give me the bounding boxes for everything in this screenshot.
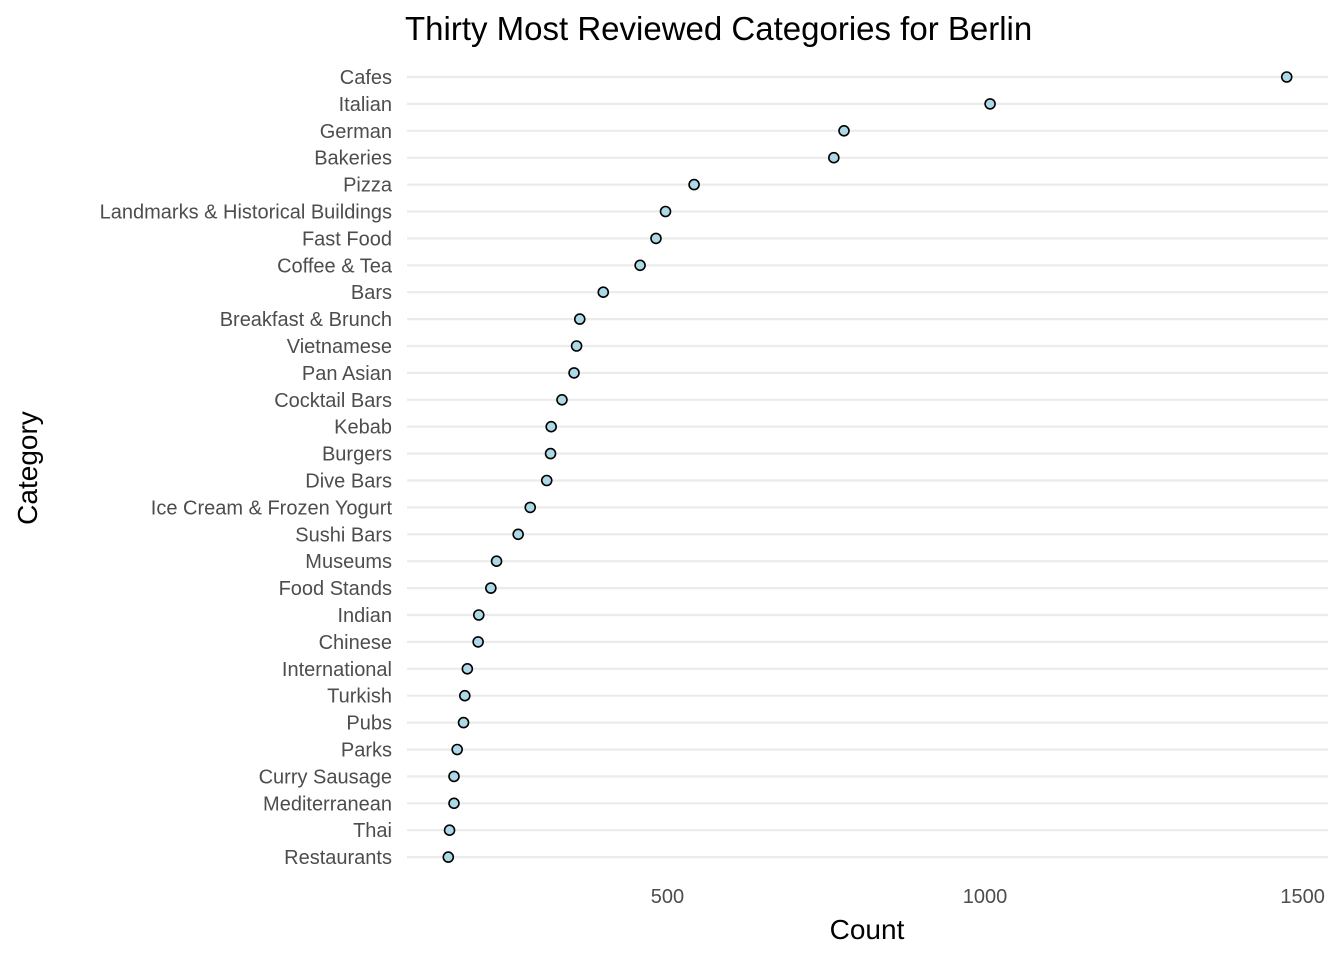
y-tick-label-vietnamese: Vietnamese [287,336,392,358]
y-tick-label-pan-asian: Pan Asian [302,363,392,385]
point-cocktail-bars [556,393,568,406]
data-points [442,71,1293,863]
point-chinese [472,636,484,648]
y-tick-label-landmarks-historical-buildings: Landmarks & Historical Buildings [100,202,392,224]
y-tick-label-burgers: Burgers [322,444,392,466]
y-tick-label-cocktail-bars: Cocktail Bars [274,390,392,412]
point-landmarks-historical-buildings [659,205,672,218]
y-tick-label-museums: Museums [305,551,392,573]
point-international [461,662,474,675]
point-bars [597,286,610,299]
y-tick-label-turkish: Turkish [327,686,392,708]
point-turkish [459,689,471,702]
point-fast-food [650,232,662,245]
point-curry-sausage [448,770,460,783]
point-sushi-bars [512,528,524,541]
y-tick-label-fast-food: Fast Food [302,228,392,250]
point-thai [443,824,456,837]
point-kebab [545,420,557,433]
y-tick-label-thai: Thai [353,820,392,842]
point-ice-cream-frozen-yogurt [524,501,537,514]
point-vietnamese [570,340,583,352]
y-tick-label-cafes: Cafes [340,67,392,89]
point-coffee-tea [634,259,646,272]
point-pan-asian [568,367,580,379]
y-tick-label-restaurants: Restaurants [284,847,392,869]
y-tick-labels: Cafes Italian German Bakeries Pizza Landmarks… [100,67,393,869]
y-tick-label-pubs: Pubs [346,713,392,735]
point-food-stands [485,582,497,594]
y-tick-label-ice-cream-frozen-yogurt: Ice Cream & Frozen Yogurt [151,497,393,519]
y-tick-label-breakfast-brunch: Breakfast & Brunch [220,309,392,331]
y-tick-label-sushi-bars: Sushi Bars [295,524,392,546]
y-tick-label-german: German [320,121,392,143]
y-tick-label-bakeries: Bakeries [314,148,392,170]
chart-title: Thirty Most Reviewed Categories for Berl… [405,10,1032,47]
x-tick-labels: 500 1000 1500 [651,886,1325,908]
point-pubs [457,716,470,729]
point-museums [490,555,503,568]
y-tick-label-indian: Indian [338,605,393,627]
point-breakfast-brunch [573,313,586,325]
y-tick-label-international: International [282,659,392,681]
y-tick-label-kebab: Kebab [334,417,392,439]
point-indian [472,609,485,621]
y-tick-label-italian: Italian [339,94,392,116]
y-tick-label-pizza: Pizza [343,175,393,197]
y-tick-label-coffee-tea: Coffee & Tea [277,255,393,277]
point-cafes [1280,71,1293,83]
y-tick-label-dive-bars: Dive Bars [305,471,392,493]
y-tick-label-bars: Bars [351,282,392,304]
x-tick-label-1000: 1000 [963,886,1008,908]
grid-lines [407,75,1328,859]
x-tick-label-500: 500 [651,886,684,908]
point-dive-bars [540,474,553,487]
y-tick-label-chinese: Chinese [319,632,392,654]
y-axis-title: Category [12,411,43,525]
y-tick-label-parks: Parks [341,740,392,762]
point-restaurants [442,851,455,863]
y-tick-label-mediterranean: Mediterranean [263,793,392,815]
point-burgers [544,447,557,460]
x-axis-title: Count [830,914,905,945]
y-tick-label-food-stands: Food Stands [279,578,392,600]
y-tick-label-curry-sausage: Curry Sausage [259,766,392,788]
point-italian [984,98,996,110]
x-tick-label-1500: 1500 [1280,886,1325,908]
point-parks [451,743,463,756]
point-german [838,125,850,137]
point-bakeries [828,151,840,164]
point-pizza [688,178,700,191]
point-mediterranean [448,797,460,810]
